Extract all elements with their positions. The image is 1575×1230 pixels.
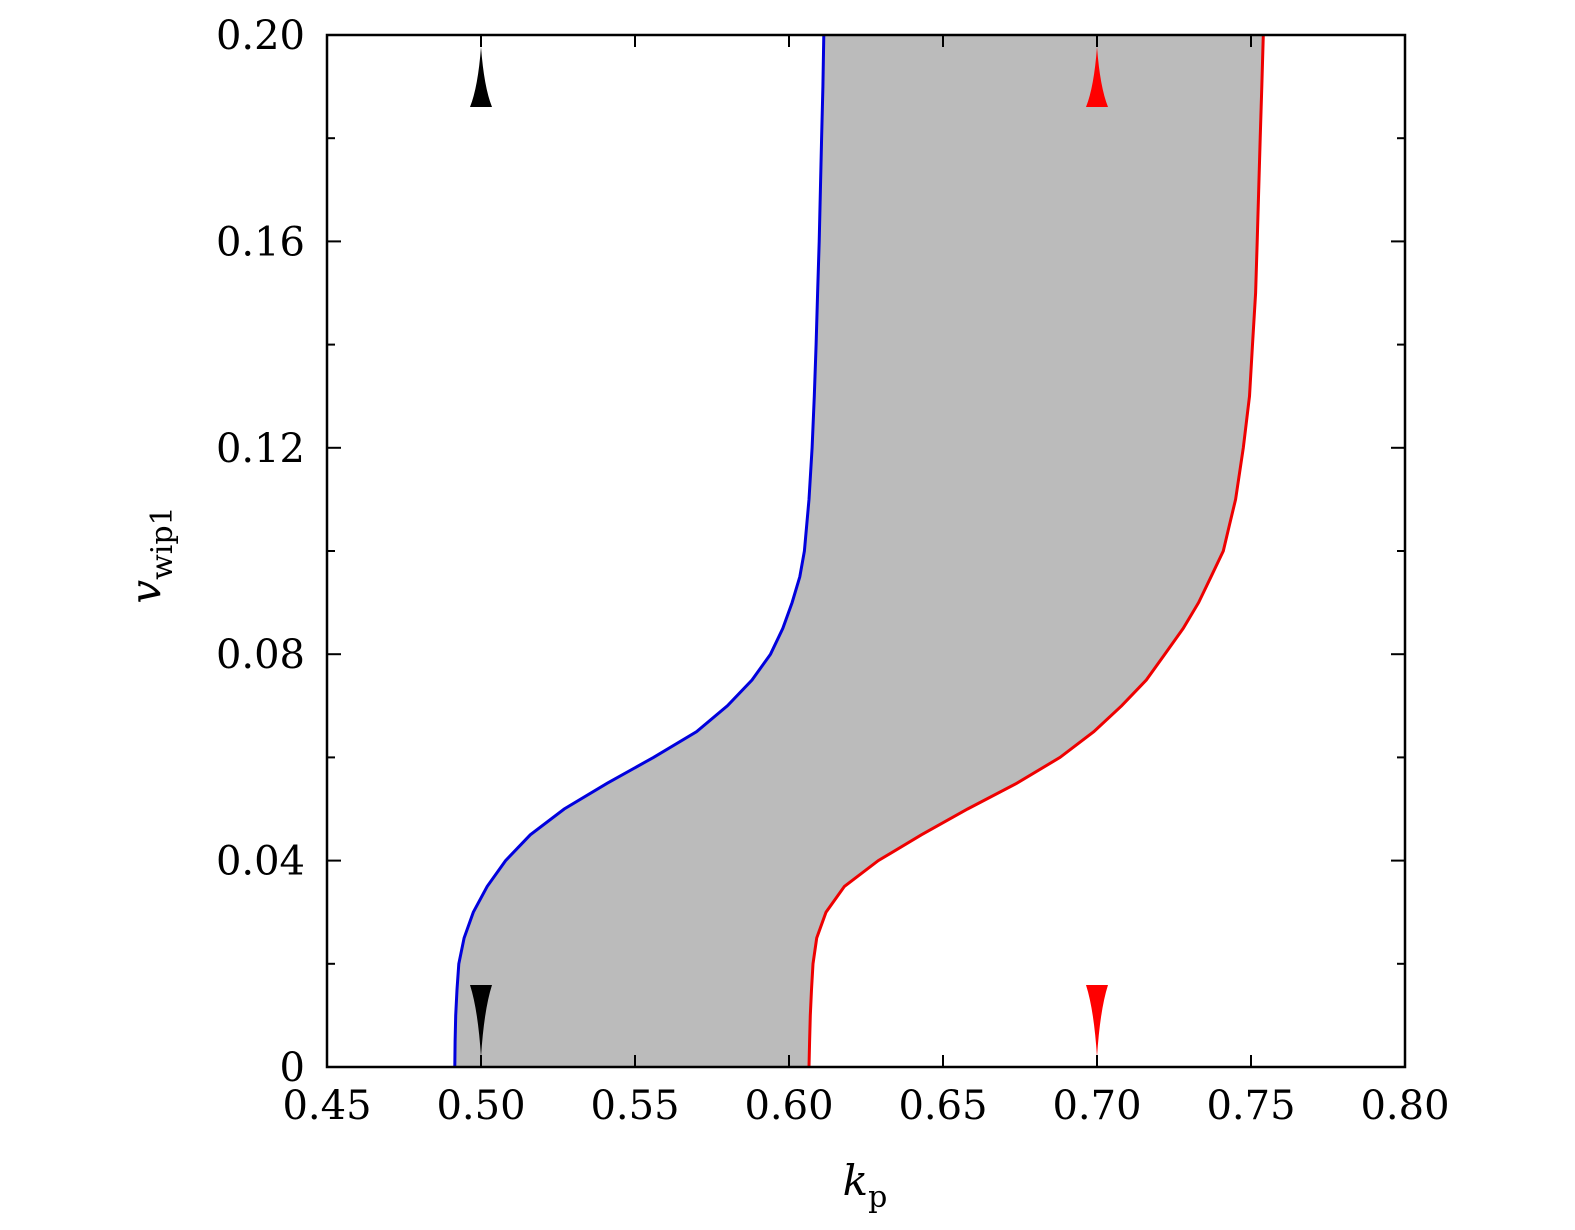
right-boundary-line [807, 34, 1265, 1068]
marker-top-0 [470, 47, 492, 107]
markers [470, 47, 1108, 1057]
marker-bottom-1 [470, 985, 492, 1057]
y-tick-label: 0.16 [216, 219, 305, 265]
y-axis-label: vwip1 [121, 506, 180, 603]
x-tick-label: 0.65 [898, 1083, 987, 1129]
shaded-region [454, 35, 1264, 1067]
axis-ticks: 0.45 0.50 0.55 0.60 0.65 0.70 0.75 0.80 0 0.04 0.0… [216, 13, 1450, 1129]
x-tick-label: 0.50 [436, 1083, 525, 1129]
x-tick-label: 0.60 [744, 1083, 833, 1129]
marker-bottom-3 [1086, 985, 1108, 1057]
x-tick-label: 0.45 [282, 1083, 371, 1129]
left-boundary-line [453, 34, 826, 1068]
y-tick-label: 0 [280, 1045, 305, 1091]
x-tick-label: 0.80 [1360, 1083, 1449, 1129]
x-axis-label: kp [843, 1156, 888, 1215]
marker-top-2 [1086, 47, 1108, 107]
plot-frame [325, 33, 1407, 1069]
x-tick-label: 0.75 [1206, 1083, 1295, 1129]
x-tick-label: 0.55 [590, 1083, 679, 1129]
y-tick-label: 0.20 [216, 13, 305, 59]
y-axis-title: vwip1 [121, 506, 180, 603]
x-tick-label: 0.70 [1052, 1083, 1141, 1129]
y-tick-label: 0.12 [216, 426, 305, 472]
y-tick-label: 0.04 [216, 839, 305, 885]
stable-region-fill [454, 35, 1264, 1067]
y-tick-label: 0.08 [216, 632, 305, 678]
boundary-curves [453, 34, 1265, 1068]
x-axis-title: kp [843, 1156, 888, 1215]
